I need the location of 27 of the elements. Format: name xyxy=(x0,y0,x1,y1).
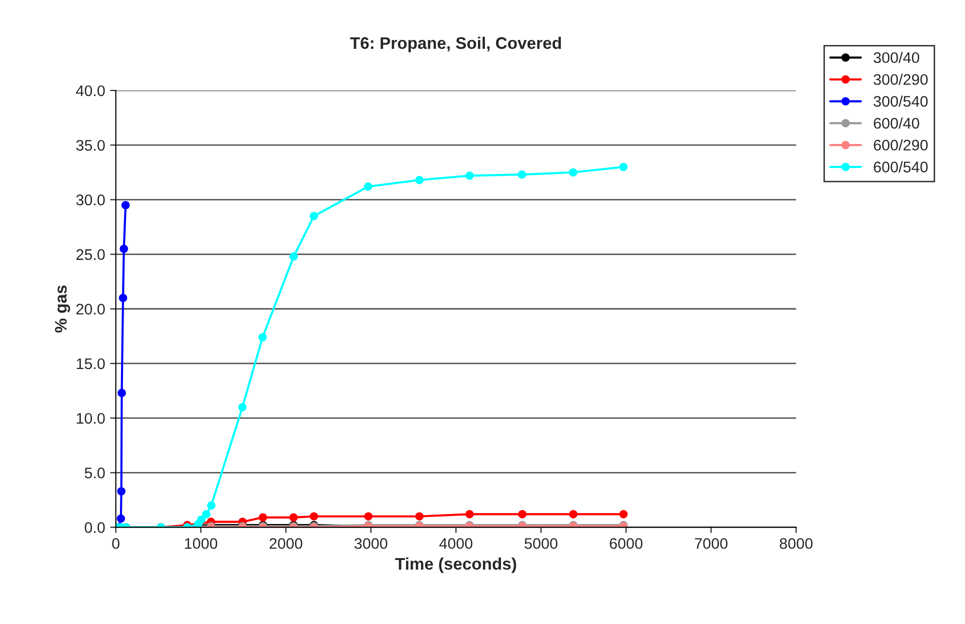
x-tick-label: 7000 xyxy=(694,538,728,549)
legend-label: 300/290 xyxy=(874,74,928,85)
legend-label: 300/40 xyxy=(874,52,920,64)
legend-label: 300/540 xyxy=(874,96,928,107)
legend-label: 600/540 xyxy=(874,161,928,172)
x-tick-label: 1000 xyxy=(185,538,218,549)
legend-label: 600/40 xyxy=(874,117,920,129)
y-tick-label: 25.0 xyxy=(76,249,105,260)
x-tick-label: 5000 xyxy=(524,538,558,549)
x-tick-label: 8000 xyxy=(780,538,813,549)
x-tick-label: 6000 xyxy=(610,538,642,549)
y-axis-title: % gas xyxy=(54,285,70,333)
y-tick-label: 30.0 xyxy=(76,194,105,206)
legend-label: 600/290 xyxy=(874,139,928,151)
y-tick-label: 15.0 xyxy=(76,358,105,370)
chart-title: T6: Propane, Soil, Covered xyxy=(350,36,561,52)
x-tick-label: 3000 xyxy=(354,538,388,549)
y-tick-label: 10.0 xyxy=(76,412,105,424)
x-tick-label: 2000 xyxy=(270,538,302,549)
y-tick-label: 20.0 xyxy=(76,304,105,315)
x-tick-label: 4000 xyxy=(439,538,472,549)
x-tick-label: 0 xyxy=(112,538,120,549)
x-axis-title: Time (seconds) xyxy=(395,557,516,574)
y-tick-label: 35.0 xyxy=(76,140,105,151)
y-tick-label: 40.0 xyxy=(76,85,105,96)
y-tick-label: 0.0 xyxy=(84,522,105,533)
y-tick-label: 5.0 xyxy=(84,468,105,478)
